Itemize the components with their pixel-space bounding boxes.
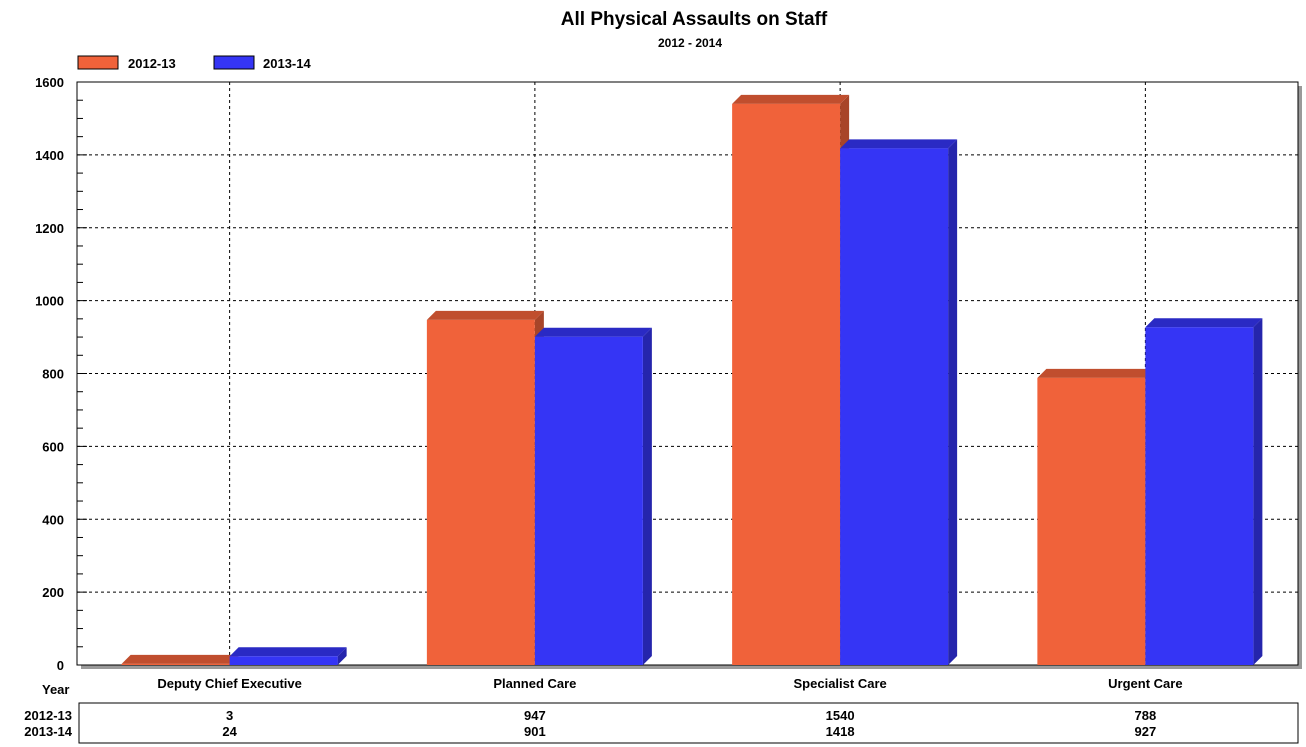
y-tick-label: 1600: [35, 75, 64, 90]
bar-top: [840, 139, 958, 149]
bar-front: [1145, 327, 1254, 665]
data-table-cell: 3: [226, 708, 233, 723]
legend-swatch-2012-13: [77, 55, 119, 70]
bar-2012-13-2: [732, 94, 850, 666]
chart-title: All Physical Assaults on Staff: [561, 9, 828, 30]
bar-top: [1145, 318, 1263, 328]
bar-front: [840, 148, 949, 665]
bar-front: [229, 656, 338, 665]
bar-top: [121, 654, 239, 664]
bar-2013-14-3: [1145, 318, 1263, 665]
bar-front: [121, 663, 230, 665]
x-category-label: Planned Care: [493, 676, 576, 691]
bar-front: [534, 336, 643, 665]
bar-2012-13-3: [1037, 368, 1155, 665]
bar-2012-13-1: [426, 310, 544, 665]
data-table: 2012-13 3 947 1540 788 2013-14 24 901 1418 927: [24, 702, 1299, 744]
data-table-header: Year: [42, 682, 69, 697]
bar-2012-13-0: [121, 654, 239, 665]
bar-front: [732, 103, 841, 666]
bar-top: [534, 327, 652, 337]
legend-label-2012-13: 2012-13: [128, 56, 176, 71]
bar-front: [426, 319, 535, 665]
data-table-row-label: 2012-13: [24, 708, 72, 723]
y-tick-label: 400: [42, 512, 64, 527]
data-table-cell: 24: [222, 724, 237, 739]
legend-swatch-2013-14: [213, 55, 255, 70]
bar-top: [229, 647, 347, 657]
bar-2013-14-2: [840, 139, 958, 665]
data-table-cell: 927: [1135, 724, 1157, 739]
bars: [121, 94, 1263, 666]
bar-top: [426, 310, 544, 320]
y-tick-label: 1400: [35, 148, 64, 163]
bar-top: [732, 94, 850, 104]
data-table-row-label: 2013-14: [24, 724, 72, 739]
y-tick-label: 1200: [35, 221, 64, 236]
y-tick-label: 800: [42, 367, 64, 382]
x-category-label: Deputy Chief Executive: [157, 676, 302, 691]
bar-2013-14-1: [534, 327, 652, 665]
bar-side: [642, 327, 652, 665]
data-table-frame: [78, 702, 1299, 744]
bar-side: [1253, 318, 1263, 665]
y-tick-label: 600: [42, 439, 64, 454]
chart-subtitle: 2012 - 2014: [658, 36, 722, 50]
bar-top: [1037, 368, 1155, 378]
data-table-cell: 901: [524, 724, 546, 739]
x-category-label: Specialist Care: [794, 676, 887, 691]
y-tick-label: 1000: [35, 294, 64, 309]
bar-side: [948, 139, 958, 665]
data-table-cell: 788: [1135, 708, 1157, 723]
data-table-cell: 1418: [826, 724, 855, 739]
y-tick-label: 200: [42, 585, 64, 600]
bar-2013-14-0: [229, 647, 347, 665]
legend-label-2013-14: 2013-14: [263, 56, 311, 71]
bar-side: [337, 647, 347, 665]
data-table-cell: 1540: [826, 708, 855, 723]
x-category-label: Urgent Care: [1108, 676, 1182, 691]
bar-front: [1037, 377, 1146, 665]
y-tick-label: 0: [57, 658, 64, 673]
data-table-cell: 947: [524, 708, 546, 723]
legend: 2012-13 2013-14: [77, 55, 311, 71]
axis-labels: 0 200 400 600 800 1000 1200 1400 1600 Deputy Chie…: [35, 75, 1183, 691]
